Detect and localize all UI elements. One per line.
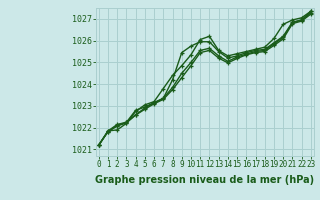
X-axis label: Graphe pression niveau de la mer (hPa): Graphe pression niveau de la mer (hPa) bbox=[95, 175, 314, 185]
